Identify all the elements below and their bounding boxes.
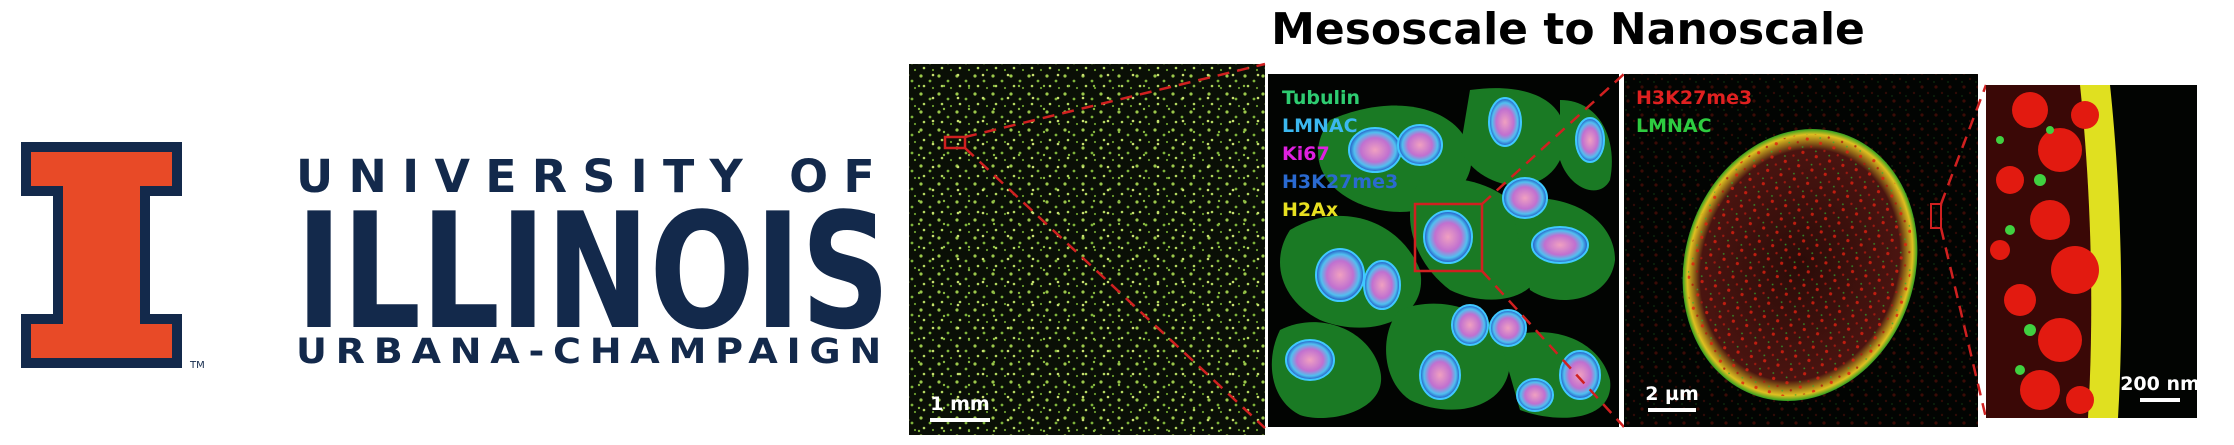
logo-line-2: ILLINOIS [296, 178, 890, 365]
channel-label: Ki67 [1282, 143, 1330, 165]
channel-label: Tubulin [1282, 87, 1360, 109]
trademark: TM [189, 360, 205, 371]
block-i-logo [21, 142, 182, 368]
channel-label: H3K27me3 [1282, 171, 1398, 193]
logo-line-3: URBANA-CHAMPAIGN [296, 332, 890, 372]
channel-label: H3K27me3 [1636, 87, 1752, 109]
panel-cells: Tubulin LMNAC Ki67 H3K27me3 H2Ax [1268, 74, 1619, 427]
scale-bar-label: 200 nm [2120, 373, 2200, 395]
channel-label: LMNAC [1282, 115, 1358, 137]
figure-title: Mesoscale to Nanoscale [1271, 4, 1865, 55]
scale-bar-label: 2 µm [1645, 383, 1699, 405]
panel-nanoscale: 200 nm [1986, 85, 2200, 418]
channel-label: LMNAC [1636, 115, 1712, 137]
logo-line-1: UNIVERSITY OF [296, 150, 890, 203]
panel-mesoscale: 1 mm [909, 64, 1265, 435]
panel-nucleus: H3K27me3 LMNAC 2 µm [1624, 74, 1978, 427]
channel-label: H2Ax [1282, 199, 1338, 221]
scale-bar-label: 1 mm [930, 393, 989, 415]
